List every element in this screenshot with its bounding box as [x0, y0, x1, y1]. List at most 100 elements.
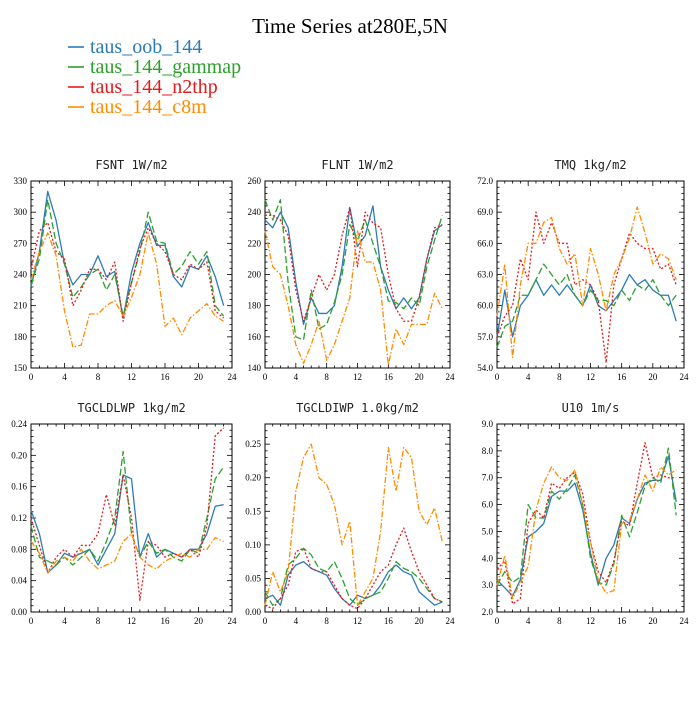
panel-3: TGCLDLWP 1kg/m2 0 4 8 12 16 20 24 0.00 0.04 0.08 0.… [11, 401, 237, 626]
y-tick-label: 0.10 [245, 540, 261, 550]
series-line-taus_144_c8m [496, 206, 677, 359]
panel-5: U10 1m/s 0 4 8 12 16 20 24 2.0 3.0 4.0 5.0 6.0 7.0 8.0… [482, 401, 689, 626]
x-tick-label: 12 [127, 372, 136, 382]
x-tick-label: 0 [29, 616, 34, 626]
y-tick-label: 54.0 [477, 363, 493, 373]
y-tick-label: 4.0 [482, 553, 494, 563]
series-line-taus_144_c8m [496, 466, 677, 600]
x-tick-label: 16 [384, 372, 394, 382]
panel-title: FSNT 1W/m2 [95, 158, 167, 172]
y-tick-label: 5.0 [482, 526, 494, 536]
y-tick-label: 260 [248, 176, 262, 186]
x-tick-label: 16 [617, 616, 627, 626]
x-tick-label: 4 [526, 372, 531, 382]
series-line-taus_oob_144 [496, 273, 677, 338]
series-line-taus_144_n2thp [264, 527, 443, 610]
legend-entry: taus_oob_144 [68, 36, 202, 58]
y-tick-label: 57.0 [477, 332, 493, 342]
x-tick-label: 0 [29, 372, 34, 382]
plot-frame [496, 180, 685, 369]
y-tick-label: 0.04 [11, 576, 27, 586]
series-line-taus_oob_144 [264, 205, 443, 326]
panel-title: U10 1m/s [562, 401, 620, 415]
y-tick-label: 66.0 [477, 238, 493, 248]
y-tick-label: 72.0 [477, 176, 493, 186]
x-tick-label: 0 [263, 372, 268, 382]
y-tick-label: 2.0 [482, 607, 494, 617]
y-tick-label: 7.0 [482, 473, 494, 483]
panel-2: TMQ 1kg/m2 0 4 8 12 16 20 24 54.0 57.0 60.0 63.0 66.… [477, 158, 689, 382]
series-line-taus_144_n2thp [30, 221, 225, 322]
legend-label: taus_oob_144 [90, 36, 202, 58]
x-tick-label: 4 [526, 616, 531, 626]
x-tick-label: 24 [446, 616, 456, 626]
y-tick-label: 0.00 [11, 607, 27, 617]
x-tick-label: 8 [557, 616, 562, 626]
x-tick-label: 20 [415, 372, 425, 382]
series-line-taus_144_gammap [264, 547, 443, 606]
series-line-taus_oob_144 [264, 560, 443, 606]
x-tick-label: 4 [294, 372, 299, 382]
series-line-taus_144_n2thp [30, 427, 225, 601]
x-tick-label: 8 [96, 616, 101, 626]
y-tick-label: 270 [14, 238, 28, 248]
y-tick-label: 6.0 [482, 500, 494, 510]
x-tick-label: 20 [194, 616, 204, 626]
plot-frame [264, 180, 451, 369]
x-tick-label: 24 [680, 372, 690, 382]
panel-0: FSNT 1W/m2 0 4 8 12 16 20 24 150 180 210 240 270 300 3… [14, 158, 238, 382]
y-tick-label: 0.25 [245, 439, 261, 449]
series-line-taus_144_c8m [30, 533, 224, 574]
panel-title: TMQ 1kg/m2 [554, 158, 626, 172]
x-tick-label: 24 [680, 616, 690, 626]
y-tick-label: 8.0 [482, 446, 494, 456]
y-tick-label: 0.08 [11, 544, 27, 554]
y-tick-label: 300 [14, 207, 28, 217]
y-tick-label: 60.0 [477, 301, 493, 311]
x-tick-label: 4 [62, 372, 67, 382]
series-line-taus_144_c8m [30, 232, 224, 348]
y-tick-label: 180 [248, 301, 262, 311]
x-tick-label: 12 [586, 372, 595, 382]
y-tick-label: 0.24 [11, 419, 27, 429]
y-tick-label: 0.16 [11, 482, 27, 492]
y-tick-label: 0.00 [245, 607, 261, 617]
legend-label: taus_144_n2thp [90, 76, 218, 98]
y-tick-label: 210 [14, 301, 28, 311]
series-line-taus_144_c8m [264, 230, 443, 366]
x-tick-label: 16 [161, 616, 171, 626]
y-tick-label: 69.0 [477, 207, 493, 217]
x-tick-label: 8 [324, 616, 329, 626]
series-line-taus_144_gammap [30, 450, 225, 566]
x-tick-label: 12 [353, 372, 362, 382]
x-tick-label: 8 [557, 372, 562, 382]
x-tick-label: 4 [294, 616, 299, 626]
x-tick-label: 20 [194, 372, 204, 382]
y-tick-label: 3.0 [482, 580, 494, 590]
y-tick-label: 140 [248, 363, 262, 373]
y-tick-label: 63.0 [477, 270, 493, 280]
legend-entry: taus_144_c8m [68, 96, 207, 118]
y-tick-label: 240 [14, 270, 28, 280]
x-tick-label: 0 [495, 616, 500, 626]
panel-title: FLNT 1W/m2 [321, 158, 393, 172]
x-tick-label: 12 [586, 616, 595, 626]
y-tick-label: 0.15 [245, 506, 261, 516]
y-tick-label: 9.0 [482, 419, 494, 429]
series-line-taus_144_c8m [264, 443, 443, 606]
x-tick-label: 8 [96, 372, 101, 382]
x-tick-label: 8 [324, 372, 329, 382]
legend-label: taus_144_gammap [90, 56, 241, 78]
plot-frame [496, 423, 685, 613]
y-tick-label: 330 [14, 176, 28, 186]
legend-entry: taus_144_gammap [68, 56, 241, 78]
series-line-taus_144_n2thp [496, 211, 677, 364]
x-tick-label: 12 [353, 616, 362, 626]
series-line-taus_144_n2thp [265, 206, 443, 322]
panel-title: TGCLDIWP 1.0kg/m2 [296, 401, 419, 415]
x-tick-label: 0 [495, 372, 500, 382]
x-tick-label: 24 [446, 372, 456, 382]
x-tick-label: 24 [228, 616, 238, 626]
series-line-taus_144_n2thp [496, 442, 677, 605]
